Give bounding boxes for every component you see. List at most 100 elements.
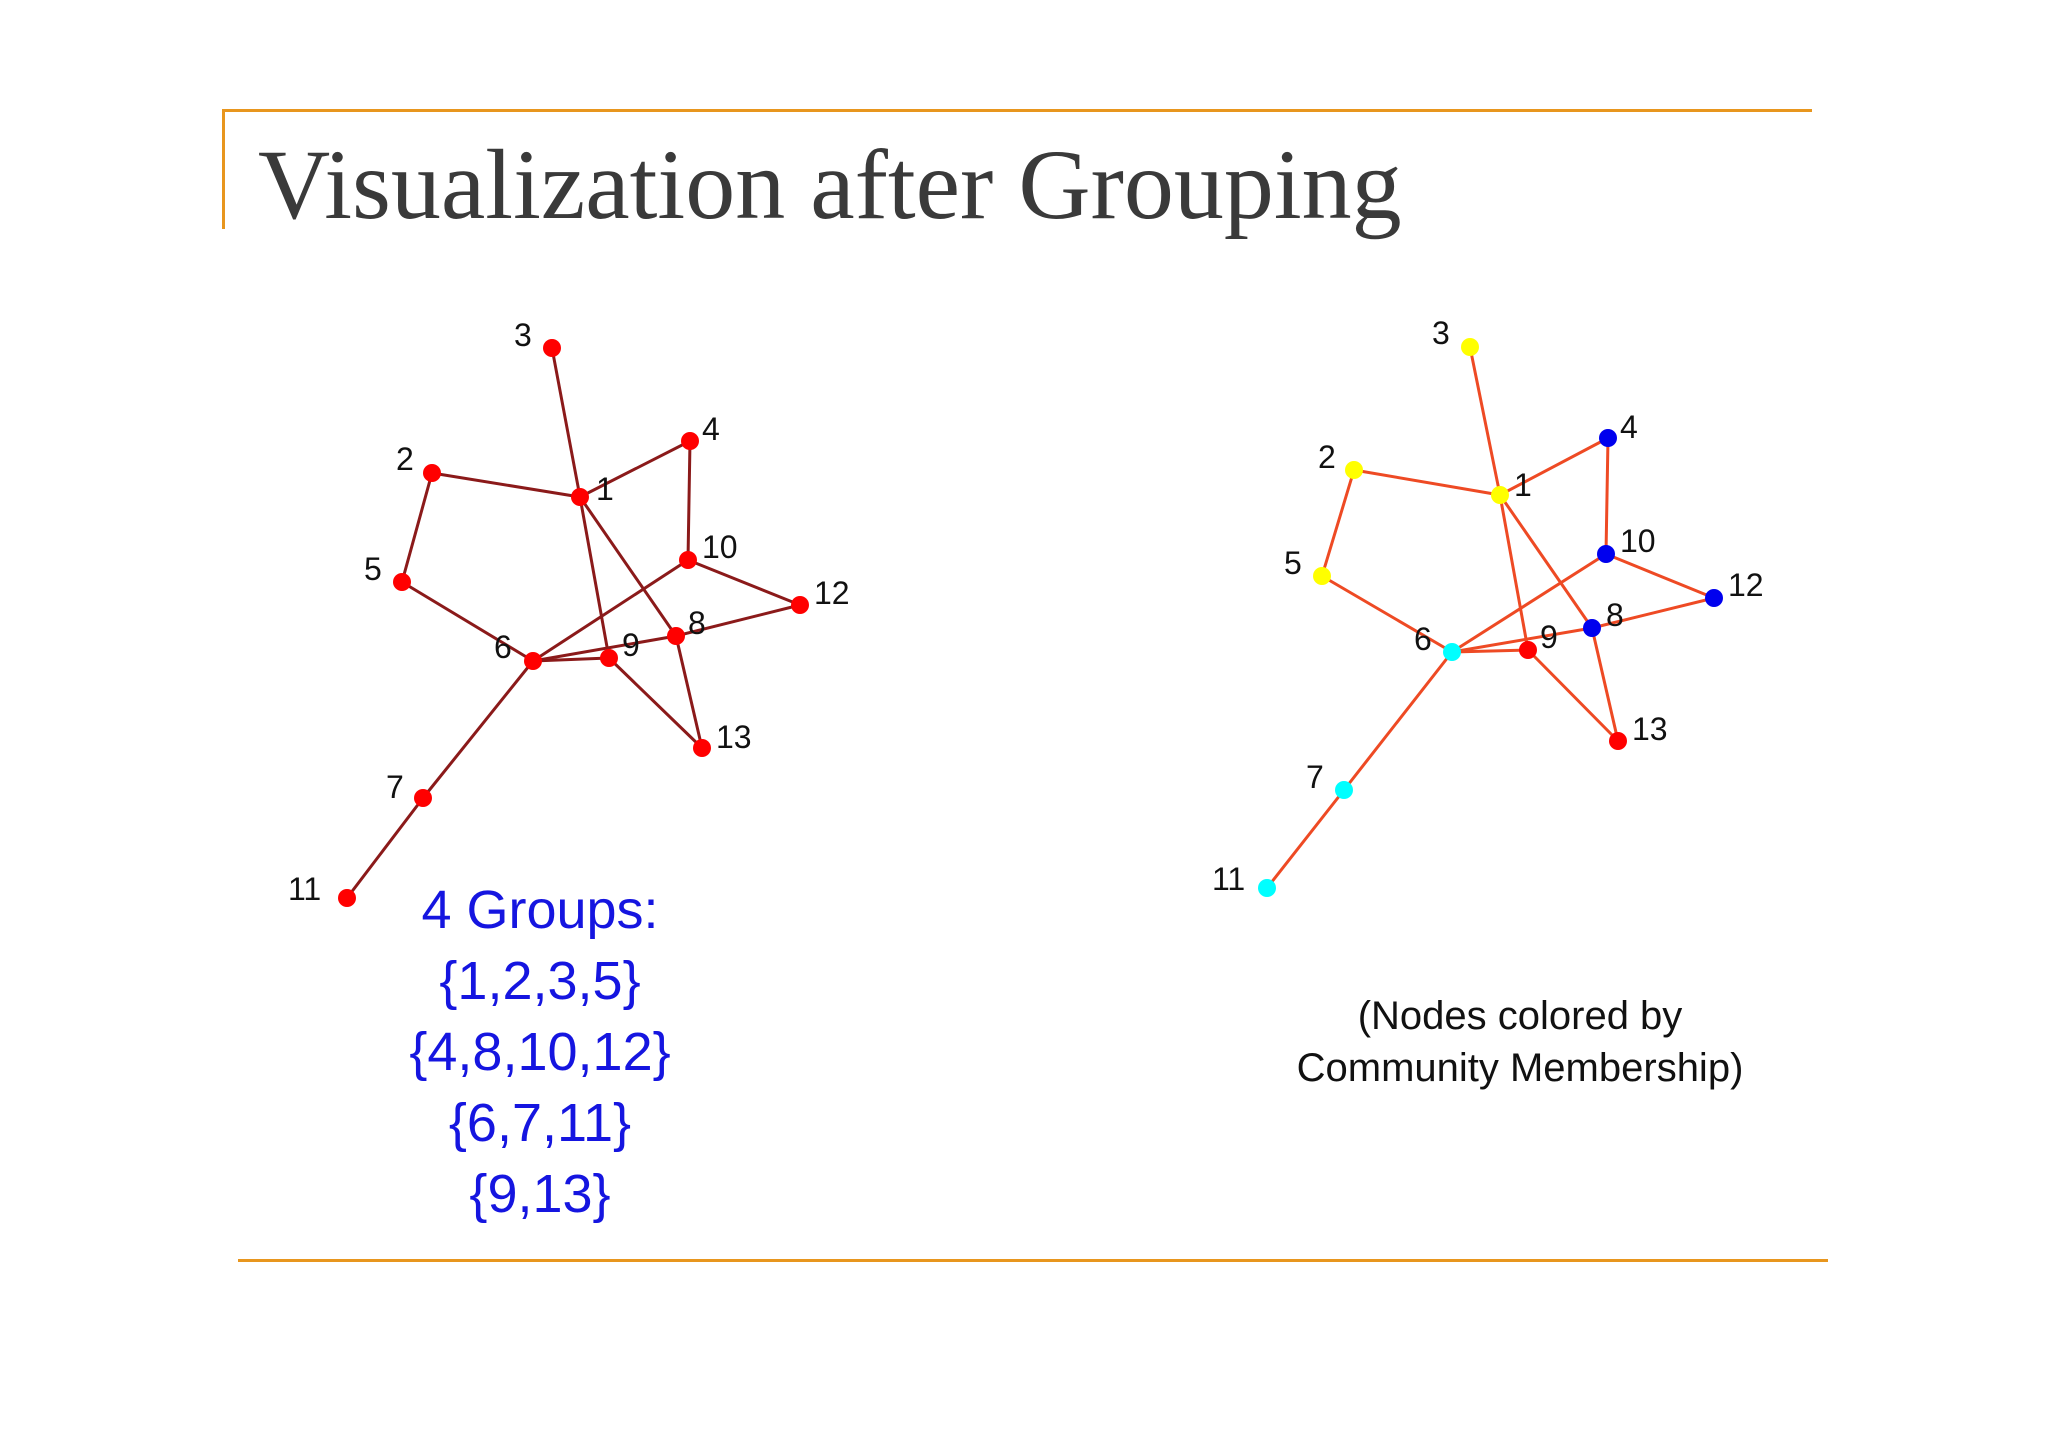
left-edge-6-9 xyxy=(531,656,611,663)
right-node-11 xyxy=(1258,879,1276,897)
left-edge-8-12 xyxy=(674,603,802,638)
right-node-label-5: 5 xyxy=(1284,545,1302,581)
right-edge-10-6 xyxy=(1450,552,1608,654)
left-node-label-12: 12 xyxy=(814,575,850,611)
caption: (Nodes colored by Community Membership) xyxy=(1220,990,1820,1094)
slide-title: Visualization after Grouping xyxy=(258,129,1402,240)
left-edge-2-5 xyxy=(400,471,434,584)
right-edge-6-8 xyxy=(1450,626,1594,654)
right-node-5 xyxy=(1313,567,1331,585)
caption-line-2: Community Membership) xyxy=(1296,1046,1744,1090)
right-edge-5-6 xyxy=(1320,574,1454,654)
right-node-9 xyxy=(1519,641,1537,659)
left-edge-5-6 xyxy=(400,580,535,663)
left-node-label-2: 2 xyxy=(396,441,414,477)
left-node-label-4: 4 xyxy=(702,411,720,447)
right-node-4 xyxy=(1599,429,1617,447)
right-node-label-12: 12 xyxy=(1728,567,1764,603)
group-1: {1,2,3,5} xyxy=(439,951,641,1011)
left-node-label-13: 13 xyxy=(716,719,752,755)
left-edge-1-9 xyxy=(578,495,611,660)
right-node-2 xyxy=(1345,461,1363,479)
left-edge-6-8 xyxy=(531,634,678,663)
right-node-13 xyxy=(1609,732,1627,750)
frame-bottom-rule xyxy=(238,1259,1828,1262)
left-node-5 xyxy=(393,573,411,591)
right-edge-7-11 xyxy=(1265,788,1346,890)
left-edge-4-10 xyxy=(686,439,692,562)
left-edge-10-12 xyxy=(686,558,802,607)
frame-left-rule xyxy=(222,109,225,229)
group-2: {4,8,10,12} xyxy=(409,1022,671,1082)
left-edge-10-6 xyxy=(531,558,690,663)
right-edge-1-8 xyxy=(1498,493,1594,630)
left-edge-1-3 xyxy=(550,346,582,499)
left-node-13 xyxy=(693,739,711,757)
left-edge-1-2 xyxy=(430,471,582,499)
right-edge-2-5 xyxy=(1320,468,1356,578)
right-edge-6-7 xyxy=(1342,650,1454,792)
right-edge-1-9 xyxy=(1498,493,1530,652)
right-edge-1-4 xyxy=(1498,436,1610,497)
group-3: {6,7,11} xyxy=(448,1093,632,1153)
left-edge-9-13 xyxy=(607,656,704,750)
right-node-label-6: 6 xyxy=(1414,621,1432,657)
left-node-1 xyxy=(571,488,589,506)
left-edge-6-7 xyxy=(421,659,535,800)
right-node-label-13: 13 xyxy=(1632,711,1668,747)
left-node-4 xyxy=(681,432,699,450)
right-edge-8-12 xyxy=(1590,596,1716,630)
left-node-7 xyxy=(414,789,432,807)
right-node-label-9: 9 xyxy=(1540,619,1558,655)
left-node-label-1: 1 xyxy=(596,471,614,507)
right-edge-10-12 xyxy=(1604,552,1716,600)
left-node-label-8: 8 xyxy=(688,605,706,641)
left-node-label-11: 11 xyxy=(288,871,321,907)
left-node-label-6: 6 xyxy=(494,629,512,665)
right-node-label-1: 1 xyxy=(1514,467,1532,503)
left-node-10 xyxy=(679,551,697,569)
right-edge-4-10 xyxy=(1604,436,1610,556)
left-node-9 xyxy=(600,649,618,667)
right-edge-8-13 xyxy=(1590,626,1620,743)
right-edge-1-3 xyxy=(1468,345,1502,497)
left-node-label-9: 9 xyxy=(622,627,640,663)
right-node-8 xyxy=(1583,619,1601,637)
right-edge-6-9 xyxy=(1450,648,1530,654)
right-node-label-10: 10 xyxy=(1620,523,1656,559)
caption-line-1: (Nodes colored by xyxy=(1357,994,1683,1038)
left-node-label-5: 5 xyxy=(364,551,382,587)
groups-heading: 4 Groups: xyxy=(421,880,659,940)
right-node-label-2: 2 xyxy=(1318,439,1336,475)
right-node-7 xyxy=(1335,781,1353,799)
left-edge-7-11 xyxy=(345,796,425,900)
left-node-12 xyxy=(791,596,809,614)
right-node-label-8: 8 xyxy=(1606,597,1624,633)
left-edge-1-4 xyxy=(578,439,692,499)
frame-top-rule xyxy=(222,109,1812,112)
left-node-2 xyxy=(423,464,441,482)
right-node-12 xyxy=(1705,589,1723,607)
groups-list: 4 Groups: {1,2,3,5} {4,8,10,12} {6,7,11}… xyxy=(340,875,740,1230)
left-node-label-7: 7 xyxy=(386,769,404,805)
left-node-label-10: 10 xyxy=(702,529,738,565)
group-4: {9,13} xyxy=(469,1164,611,1224)
right-node-label-11: 11 xyxy=(1212,861,1245,897)
right-node-label-7: 7 xyxy=(1306,759,1324,795)
right-node-3 xyxy=(1461,338,1479,356)
right-edge-9-13 xyxy=(1526,648,1620,743)
left-node-8 xyxy=(667,627,685,645)
left-node-11 xyxy=(338,889,356,907)
right-node-label-4: 4 xyxy=(1620,409,1638,445)
right-node-label-3: 3 xyxy=(1432,315,1450,351)
left-node-6 xyxy=(524,652,542,670)
right-node-10 xyxy=(1597,545,1615,563)
left-edge-8-13 xyxy=(674,634,704,750)
left-node-label-3: 3 xyxy=(514,317,532,353)
right-node-6 xyxy=(1443,643,1461,661)
left-node-3 xyxy=(543,339,561,357)
right-edge-1-2 xyxy=(1352,468,1502,497)
left-edge-1-8 xyxy=(578,495,678,638)
